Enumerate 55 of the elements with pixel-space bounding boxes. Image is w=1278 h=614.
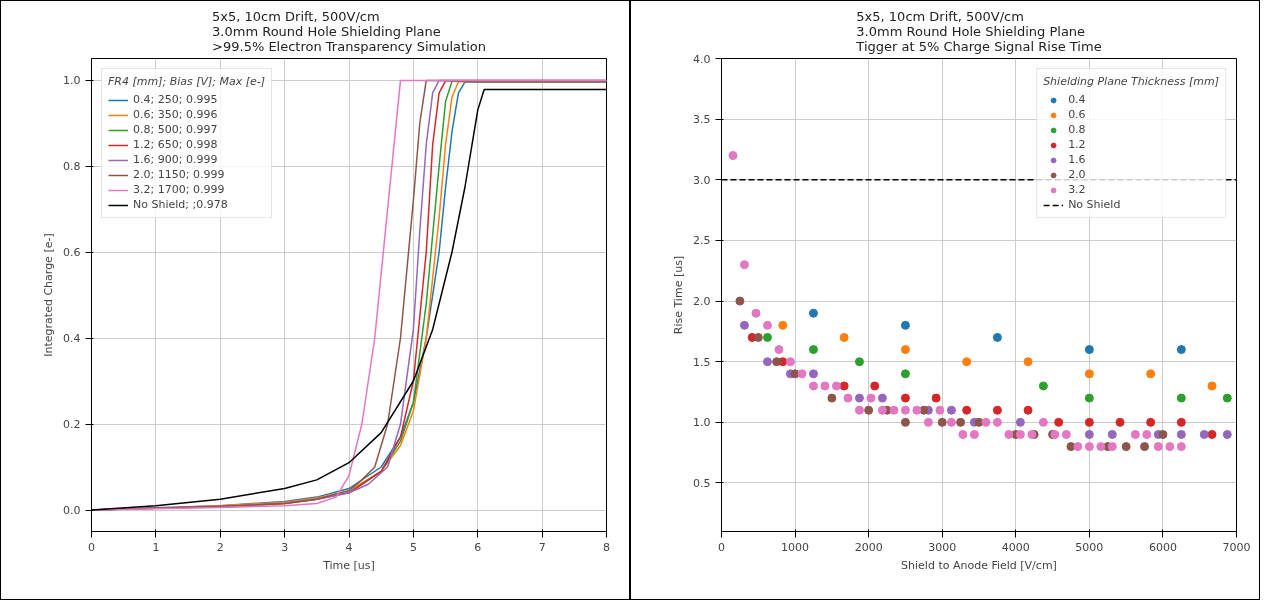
legend-label: 1.6; 900; 0.999 [133, 153, 218, 166]
legend-label: 0.6 [1068, 108, 1087, 121]
y-tick-label: 1.0 [693, 416, 711, 430]
legend-title: FR4 [mm]; Bias [V]; Max [e-] [108, 75, 266, 88]
x-tick-label: 1 [152, 540, 160, 554]
legend-label: 0.8 [1068, 123, 1087, 136]
legend-label: 3.2 [1068, 183, 1087, 196]
y-tick-label: 1.5 [693, 355, 711, 369]
legend-label: 0.8; 500; 0.997 [133, 123, 218, 136]
legend-label: 0.6; 350; 0.996 [133, 108, 218, 121]
y-tick-label: 2.5 [693, 234, 711, 248]
y-tick-label: 0.2 [63, 418, 81, 431]
y-tick-label: 4.0 [693, 52, 711, 66]
x-tick-label: 5000 [1075, 540, 1104, 554]
x-tick-label: 8 [603, 540, 610, 554]
legend-label: 3.2; 1700; 0.999 [133, 183, 225, 196]
x-tick-label: 6000 [1148, 540, 1177, 554]
legend-label: 0.4 [1068, 93, 1087, 106]
y-tick-label: 3.5 [693, 113, 711, 127]
chart-title: 5x5, 10cm Drift, 500V/cm 3.0mm Round Hole Shielding Plane >99.5% Electron Transparency Simulation [212, 8, 486, 54]
y-tick-label: 0.8 [63, 160, 81, 173]
legend-label: No Shield [1068, 198, 1121, 211]
x-tick-label: 3000 [928, 540, 957, 554]
x-tick-label: 5 [409, 540, 417, 554]
y-axis-title: Integrated Charge [e-] [42, 233, 56, 357]
y-tick-label: 0.4 [63, 332, 81, 345]
y-tick-label: 2.0 [693, 295, 711, 309]
legend-title: Shielding Plane Thickness [mm] [1043, 75, 1219, 88]
x-axis-title: Shield to Anode Field [V/cm] [901, 558, 1057, 572]
legend-label: 1.6 [1068, 153, 1087, 166]
x-tick-label: 2 [216, 540, 224, 554]
x-tick-label: 7 [538, 540, 546, 554]
legend-label: 2.0 [1068, 168, 1087, 181]
x-tick-label: 3 [281, 540, 289, 554]
legend-label: No Shield; ;0.978 [133, 198, 228, 211]
legend-label: 1.2 [1068, 138, 1087, 151]
x-tick-label: 0 [718, 540, 725, 554]
x-tick-label: 2000 [854, 540, 883, 554]
x-tick-label: 4 [345, 540, 353, 554]
y-tick-label: 3.0 [693, 173, 711, 187]
chart-title: 5x5, 10cm Drift, 500V/cm 3.0mm Round Hole Shielding Plane Tigger at 5% Charge Signal Rise Time [855, 8, 1102, 54]
y-tick-label: 0.0 [63, 504, 81, 517]
y-tick-label: 0.6 [63, 246, 81, 259]
x-tick-label: 0 [88, 540, 95, 554]
y-tick-label: 1.0 [63, 74, 81, 87]
x-tick-label: 6 [474, 540, 482, 554]
x-axis-title: Time [us] [322, 558, 375, 572]
x-tick-label: 1000 [781, 540, 810, 554]
x-tick-label: 7000 [1222, 540, 1251, 554]
x-tick-label: 4000 [1001, 540, 1030, 554]
legend-label: 1.2; 650; 0.998 [133, 138, 218, 151]
legend-label: 2.0; 1150; 0.999 [133, 168, 225, 181]
y-tick-label: 0.5 [693, 476, 711, 490]
legend-label: 0.4; 250; 0.995 [133, 93, 218, 106]
y-axis-title: Rise Time [us] [672, 255, 686, 335]
